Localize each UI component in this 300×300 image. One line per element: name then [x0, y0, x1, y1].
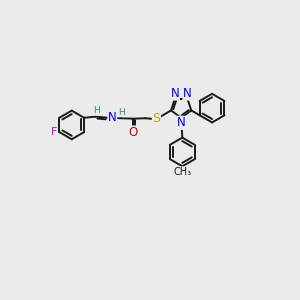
Text: N: N	[183, 87, 192, 100]
Text: H: H	[93, 106, 100, 115]
Text: O: O	[128, 126, 138, 139]
Text: N: N	[108, 111, 117, 124]
Text: CH₃: CH₃	[173, 167, 191, 177]
Text: N: N	[177, 116, 185, 129]
Text: N: N	[170, 87, 179, 100]
Text: H: H	[118, 108, 125, 117]
Text: F: F	[51, 127, 57, 137]
Text: S: S	[152, 112, 160, 125]
